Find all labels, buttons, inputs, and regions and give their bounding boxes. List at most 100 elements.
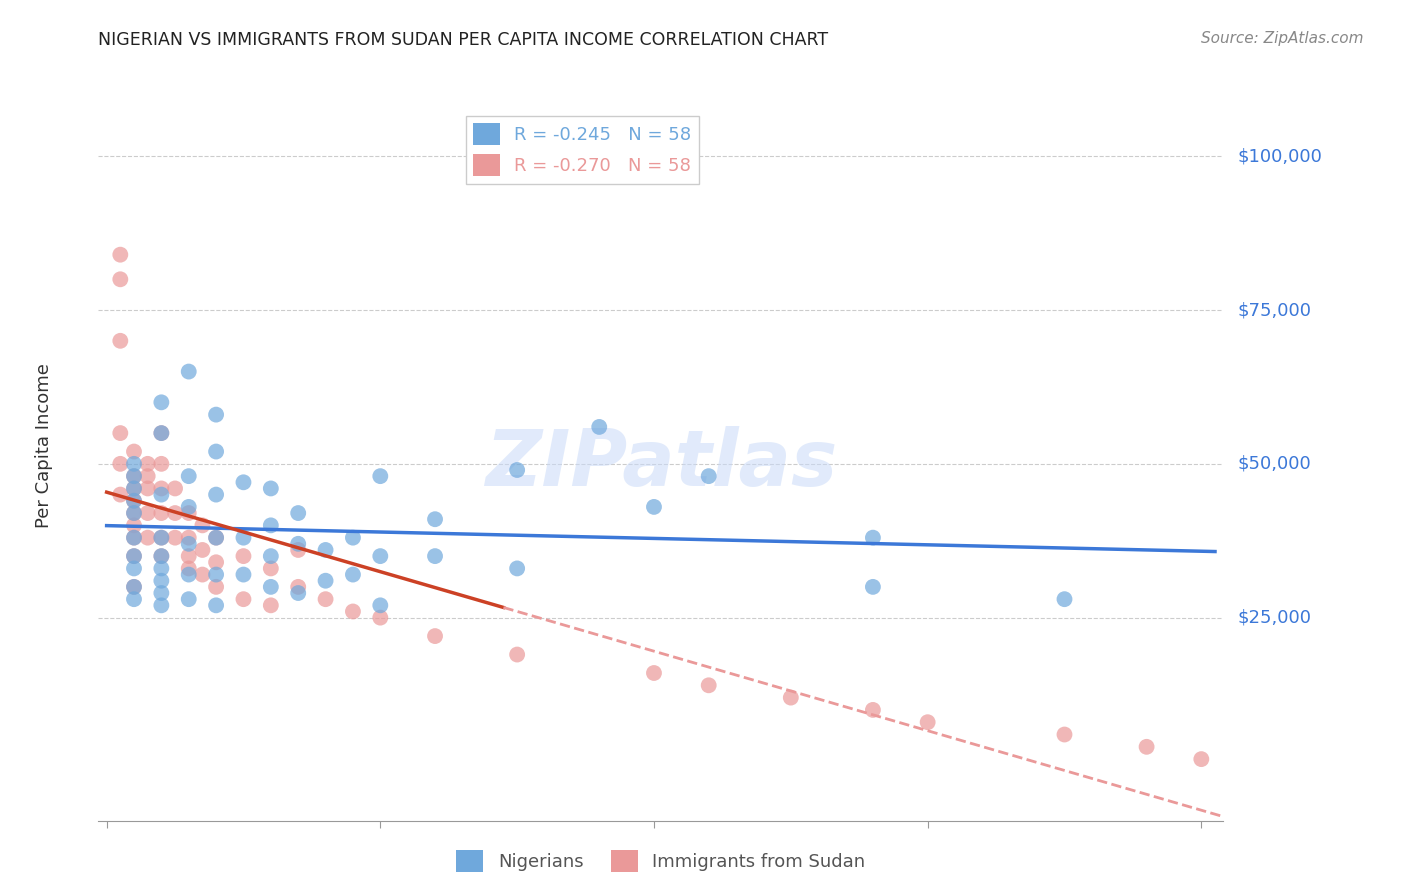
Point bbox=[150, 426, 173, 441]
Point bbox=[643, 500, 665, 514]
Point bbox=[287, 537, 309, 551]
Point bbox=[177, 537, 200, 551]
Point bbox=[260, 549, 283, 563]
Text: NIGERIAN VS IMMIGRANTS FROM SUDAN PER CAPITA INCOME CORRELATION CHART: NIGERIAN VS IMMIGRANTS FROM SUDAN PER CA… bbox=[98, 31, 828, 49]
Point bbox=[110, 487, 132, 501]
Point bbox=[697, 678, 720, 692]
Point bbox=[232, 531, 254, 545]
Text: ZIPatlas: ZIPatlas bbox=[485, 425, 837, 502]
Point bbox=[205, 580, 228, 594]
Point bbox=[122, 531, 145, 545]
Point bbox=[779, 690, 801, 705]
Point bbox=[177, 531, 200, 545]
Point bbox=[150, 506, 173, 520]
Point bbox=[122, 549, 145, 563]
Point bbox=[862, 703, 884, 717]
Point bbox=[150, 426, 173, 441]
Point bbox=[368, 549, 391, 563]
Point bbox=[862, 531, 884, 545]
Point bbox=[150, 482, 173, 496]
Point bbox=[342, 605, 364, 619]
Point bbox=[1135, 739, 1157, 754]
Text: Per Capita Income: Per Capita Income bbox=[35, 364, 53, 528]
Point bbox=[205, 555, 228, 569]
Point bbox=[122, 580, 145, 594]
Point bbox=[205, 444, 228, 458]
Point bbox=[150, 549, 173, 563]
Point bbox=[122, 457, 145, 471]
Text: $100,000: $100,000 bbox=[1237, 147, 1322, 165]
Point bbox=[150, 487, 173, 501]
Point bbox=[287, 580, 309, 594]
Point bbox=[150, 531, 173, 545]
Point bbox=[122, 580, 145, 594]
Point bbox=[260, 599, 283, 613]
Point bbox=[150, 457, 173, 471]
Point bbox=[136, 457, 159, 471]
Point bbox=[122, 444, 145, 458]
Point bbox=[150, 574, 173, 588]
Point bbox=[423, 629, 446, 643]
Point bbox=[260, 482, 283, 496]
Point bbox=[506, 561, 529, 575]
Point bbox=[697, 469, 720, 483]
Point bbox=[423, 512, 446, 526]
Text: Source: ZipAtlas.com: Source: ZipAtlas.com bbox=[1201, 31, 1364, 46]
Point bbox=[232, 475, 254, 490]
Point bbox=[165, 506, 187, 520]
Point bbox=[110, 334, 132, 348]
Point bbox=[122, 482, 145, 496]
Point bbox=[110, 272, 132, 286]
Point bbox=[191, 543, 214, 558]
Point bbox=[643, 665, 665, 680]
Point bbox=[368, 599, 391, 613]
Point bbox=[136, 506, 159, 520]
Point bbox=[177, 500, 200, 514]
Point bbox=[191, 567, 214, 582]
Point bbox=[177, 365, 200, 379]
Point bbox=[342, 531, 364, 545]
Point bbox=[1053, 592, 1076, 607]
Point bbox=[136, 531, 159, 545]
Legend: Nigerians, Immigrants from Sudan: Nigerians, Immigrants from Sudan bbox=[449, 843, 873, 880]
Point bbox=[177, 592, 200, 607]
Point bbox=[136, 469, 159, 483]
Point bbox=[110, 248, 132, 262]
Point bbox=[110, 426, 132, 441]
Point bbox=[177, 506, 200, 520]
Point bbox=[506, 648, 529, 662]
Point bbox=[177, 567, 200, 582]
Point bbox=[315, 574, 337, 588]
Point bbox=[260, 561, 283, 575]
Point bbox=[177, 561, 200, 575]
Point bbox=[368, 610, 391, 624]
Point bbox=[136, 482, 159, 496]
Point bbox=[315, 592, 337, 607]
Point bbox=[315, 543, 337, 558]
Point bbox=[287, 586, 309, 600]
Point bbox=[368, 469, 391, 483]
Point bbox=[150, 561, 173, 575]
Point bbox=[232, 567, 254, 582]
Point bbox=[205, 531, 228, 545]
Point bbox=[122, 469, 145, 483]
Point bbox=[260, 580, 283, 594]
Point bbox=[588, 420, 610, 434]
Point bbox=[1189, 752, 1212, 766]
Point bbox=[177, 549, 200, 563]
Point bbox=[122, 493, 145, 508]
Point bbox=[150, 531, 173, 545]
Point bbox=[122, 518, 145, 533]
Point bbox=[342, 567, 364, 582]
Point bbox=[150, 549, 173, 563]
Point bbox=[191, 518, 214, 533]
Point bbox=[423, 549, 446, 563]
Point bbox=[232, 592, 254, 607]
Point bbox=[122, 506, 145, 520]
Point bbox=[122, 561, 145, 575]
Point bbox=[917, 715, 939, 730]
Point bbox=[205, 531, 228, 545]
Point bbox=[205, 599, 228, 613]
Point bbox=[205, 487, 228, 501]
Point bbox=[260, 518, 283, 533]
